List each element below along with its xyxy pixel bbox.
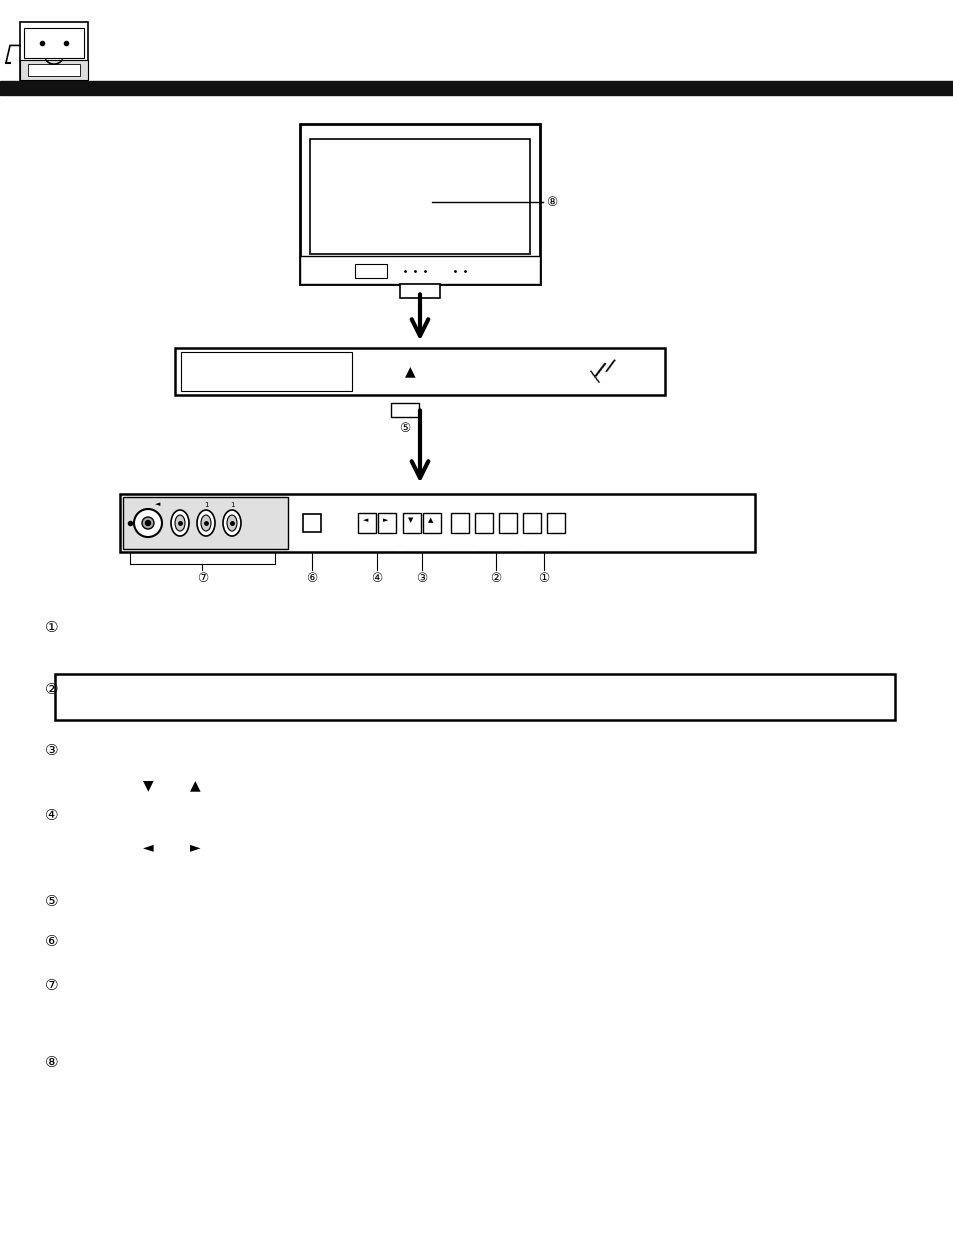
Text: ⑦: ⑦ (196, 572, 208, 585)
Text: /: / (593, 359, 606, 380)
Ellipse shape (201, 515, 211, 531)
Text: ①: ① (45, 620, 59, 635)
Bar (357, 513, 375, 534)
Text: ▼: ▼ (408, 517, 414, 524)
Ellipse shape (227, 515, 236, 531)
Bar (28, 64, 80, 77)
Text: ▼: ▼ (143, 778, 153, 793)
Bar (522, 513, 540, 534)
Bar (399, 284, 439, 298)
Text: 1: 1 (230, 501, 234, 508)
Bar (546, 513, 564, 534)
Text: ④: ④ (371, 572, 382, 585)
Text: ▲: ▲ (190, 778, 200, 793)
Text: ③: ③ (416, 572, 427, 585)
Bar (0, 80, 953, 95)
Text: ⑧: ⑧ (45, 1055, 59, 1070)
Text: ◄: ◄ (143, 840, 153, 855)
Bar (123, 496, 288, 550)
Text: ⑥: ⑥ (306, 572, 317, 585)
Bar (475, 513, 493, 534)
Text: ►: ► (190, 840, 200, 855)
Text: ⑦: ⑦ (45, 978, 59, 993)
Ellipse shape (196, 510, 214, 536)
Text: ④: ④ (45, 808, 59, 823)
Text: \: \ (589, 367, 600, 387)
Text: ◄: ◄ (155, 501, 160, 508)
Ellipse shape (223, 510, 241, 536)
Bar (20, 22, 88, 80)
Bar (498, 513, 517, 534)
Text: ⑧: ⑧ (545, 195, 557, 209)
Text: ▲: ▲ (428, 517, 434, 524)
Bar (55, 674, 894, 720)
Bar (422, 513, 440, 534)
Bar (20, 61, 88, 80)
Circle shape (146, 520, 151, 526)
Ellipse shape (174, 515, 185, 531)
Text: ►: ► (383, 517, 388, 524)
Bar (310, 138, 530, 254)
Bar (24, 28, 84, 58)
Text: ▲: ▲ (404, 364, 416, 379)
Text: ①: ① (537, 572, 549, 585)
Ellipse shape (171, 510, 189, 536)
Bar (120, 494, 754, 552)
Text: ②: ② (45, 682, 59, 697)
Text: /: / (603, 356, 616, 375)
Circle shape (142, 517, 153, 529)
Bar (303, 514, 320, 532)
Text: ③: ③ (45, 743, 59, 758)
Bar (299, 124, 539, 284)
Bar (451, 513, 469, 534)
Bar (377, 513, 395, 534)
Bar (391, 403, 418, 417)
Text: ⑤: ⑤ (45, 894, 59, 909)
Text: ⑤: ⑤ (399, 422, 410, 435)
Text: ◄: ◄ (363, 517, 368, 524)
Bar (174, 348, 664, 395)
Text: ②: ② (490, 572, 501, 585)
Bar (402, 513, 420, 534)
Bar (355, 264, 387, 278)
Circle shape (133, 509, 162, 537)
Text: ⑥: ⑥ (45, 934, 59, 948)
Text: 1: 1 (204, 501, 208, 508)
Bar (299, 256, 539, 284)
Bar (181, 352, 352, 391)
